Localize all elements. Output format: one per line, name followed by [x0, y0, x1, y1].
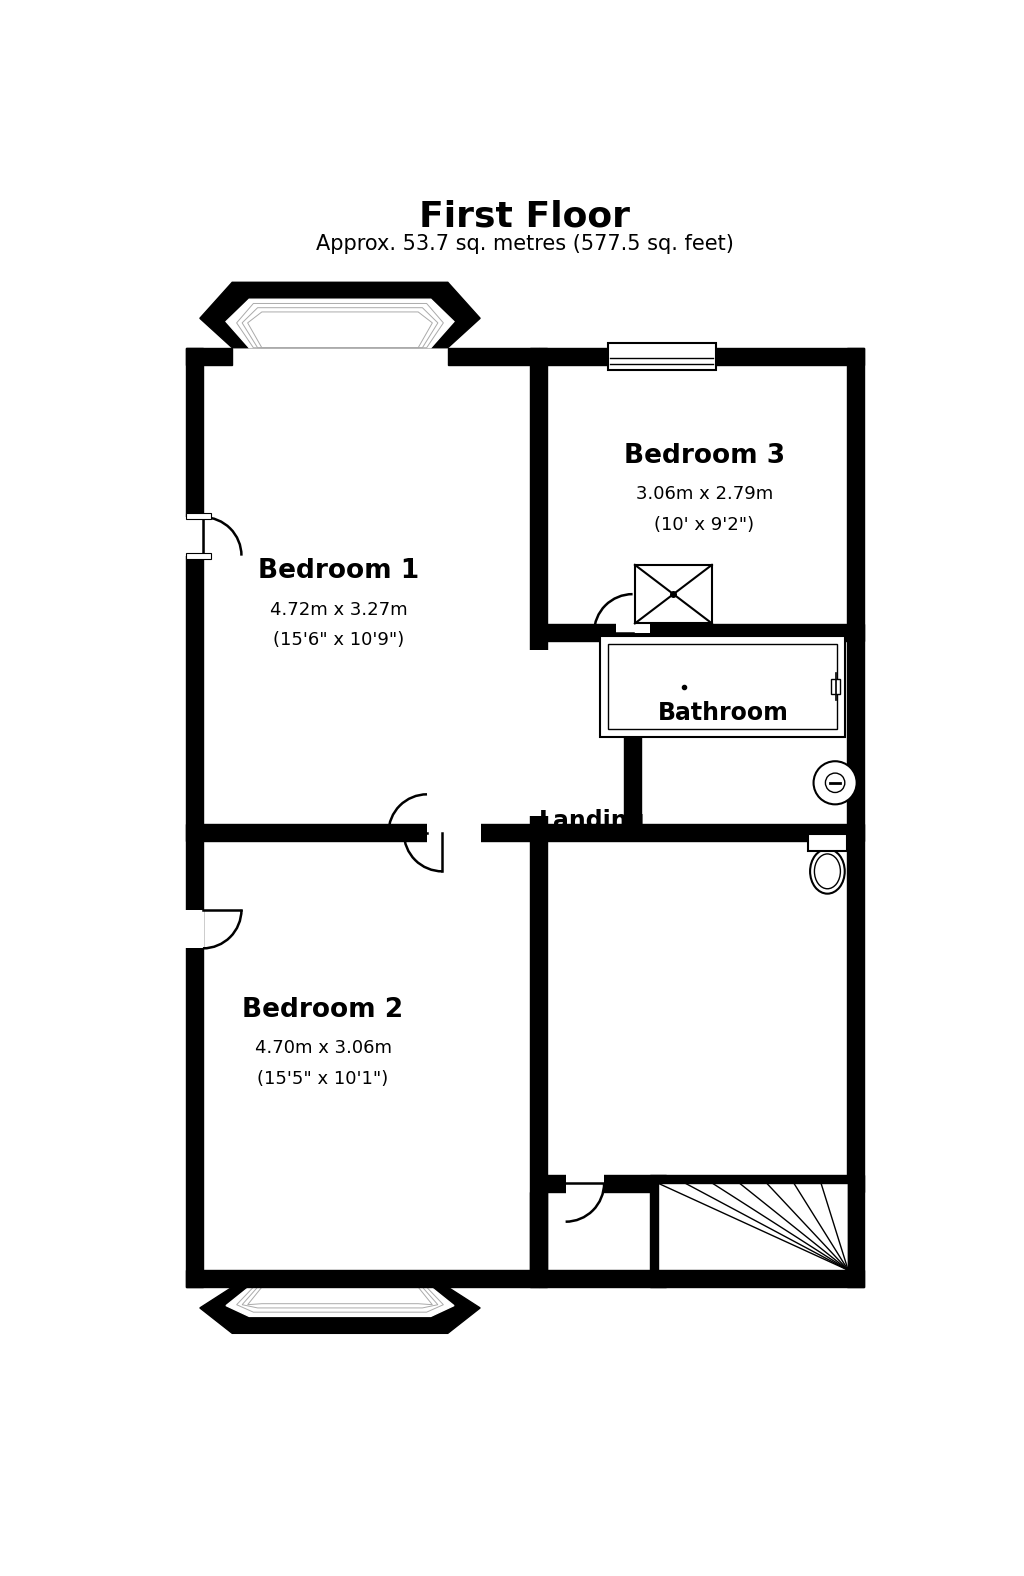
Bar	[600, 637, 845, 736]
Text: 4.70m x 3.06m: 4.70m x 3.06m	[255, 1040, 391, 1057]
Bar	[442, 816, 481, 849]
Bar	[530, 1191, 547, 1278]
Ellipse shape	[814, 854, 841, 889]
Text: Bathroom: Bathroom	[658, 701, 788, 725]
Bar	[539, 824, 863, 842]
Bar	[539, 1270, 863, 1288]
Text: 3.06m x 2.79m: 3.06m x 2.79m	[636, 485, 773, 503]
Text: Bedroom 1: Bedroom 1	[258, 558, 419, 585]
Bar	[608, 342, 716, 370]
Bar	[658, 1184, 848, 1270]
Text: Bedroom 2: Bedroom 2	[243, 998, 403, 1023]
Bar	[186, 553, 211, 559]
Polygon shape	[200, 1288, 480, 1333]
Text: First Floor: First Floor	[419, 200, 631, 233]
Bar	[186, 514, 211, 520]
Bar	[608, 348, 716, 364]
Bar	[565, 1166, 604, 1201]
Bar	[649, 1174, 667, 1288]
Text: (15'5" x 10'1"): (15'5" x 10'1")	[257, 1070, 389, 1089]
Bar	[615, 594, 649, 632]
Bar	[635, 564, 712, 624]
Bar	[530, 348, 547, 1288]
Text: Bedroom 3: Bedroom 3	[624, 443, 784, 468]
Polygon shape	[200, 282, 480, 348]
Text: (10' x 9'2"): (10' x 9'2")	[654, 515, 755, 534]
Circle shape	[825, 774, 845, 793]
Text: Landing: Landing	[540, 810, 646, 834]
Text: (15'6" x 10'9"): (15'6" x 10'9")	[272, 632, 404, 649]
Bar	[716, 348, 863, 364]
Bar	[808, 834, 847, 851]
Bar	[427, 816, 466, 849]
Bar	[608, 645, 838, 728]
Bar	[539, 348, 608, 364]
Bar	[186, 824, 539, 842]
Bar	[186, 1270, 539, 1288]
Bar	[184, 909, 205, 949]
Polygon shape	[226, 299, 454, 348]
Bar	[447, 348, 539, 364]
Text: 4.72m x 3.27m: 4.72m x 3.27m	[269, 600, 408, 618]
Polygon shape	[226, 1288, 454, 1316]
Ellipse shape	[810, 849, 845, 894]
Bar	[186, 348, 203, 1288]
Bar	[186, 348, 232, 364]
Bar	[831, 679, 841, 695]
Bar	[625, 632, 641, 832]
Bar	[186, 348, 863, 1288]
Bar	[184, 517, 205, 556]
Bar	[547, 624, 863, 641]
Bar	[847, 348, 863, 1288]
Text: Approx. 53.7 sq. metres (577.5 sq. feet): Approx. 53.7 sq. metres (577.5 sq. feet)	[315, 233, 734, 254]
Bar	[521, 649, 564, 816]
Circle shape	[813, 761, 857, 804]
Bar	[539, 1174, 863, 1191]
